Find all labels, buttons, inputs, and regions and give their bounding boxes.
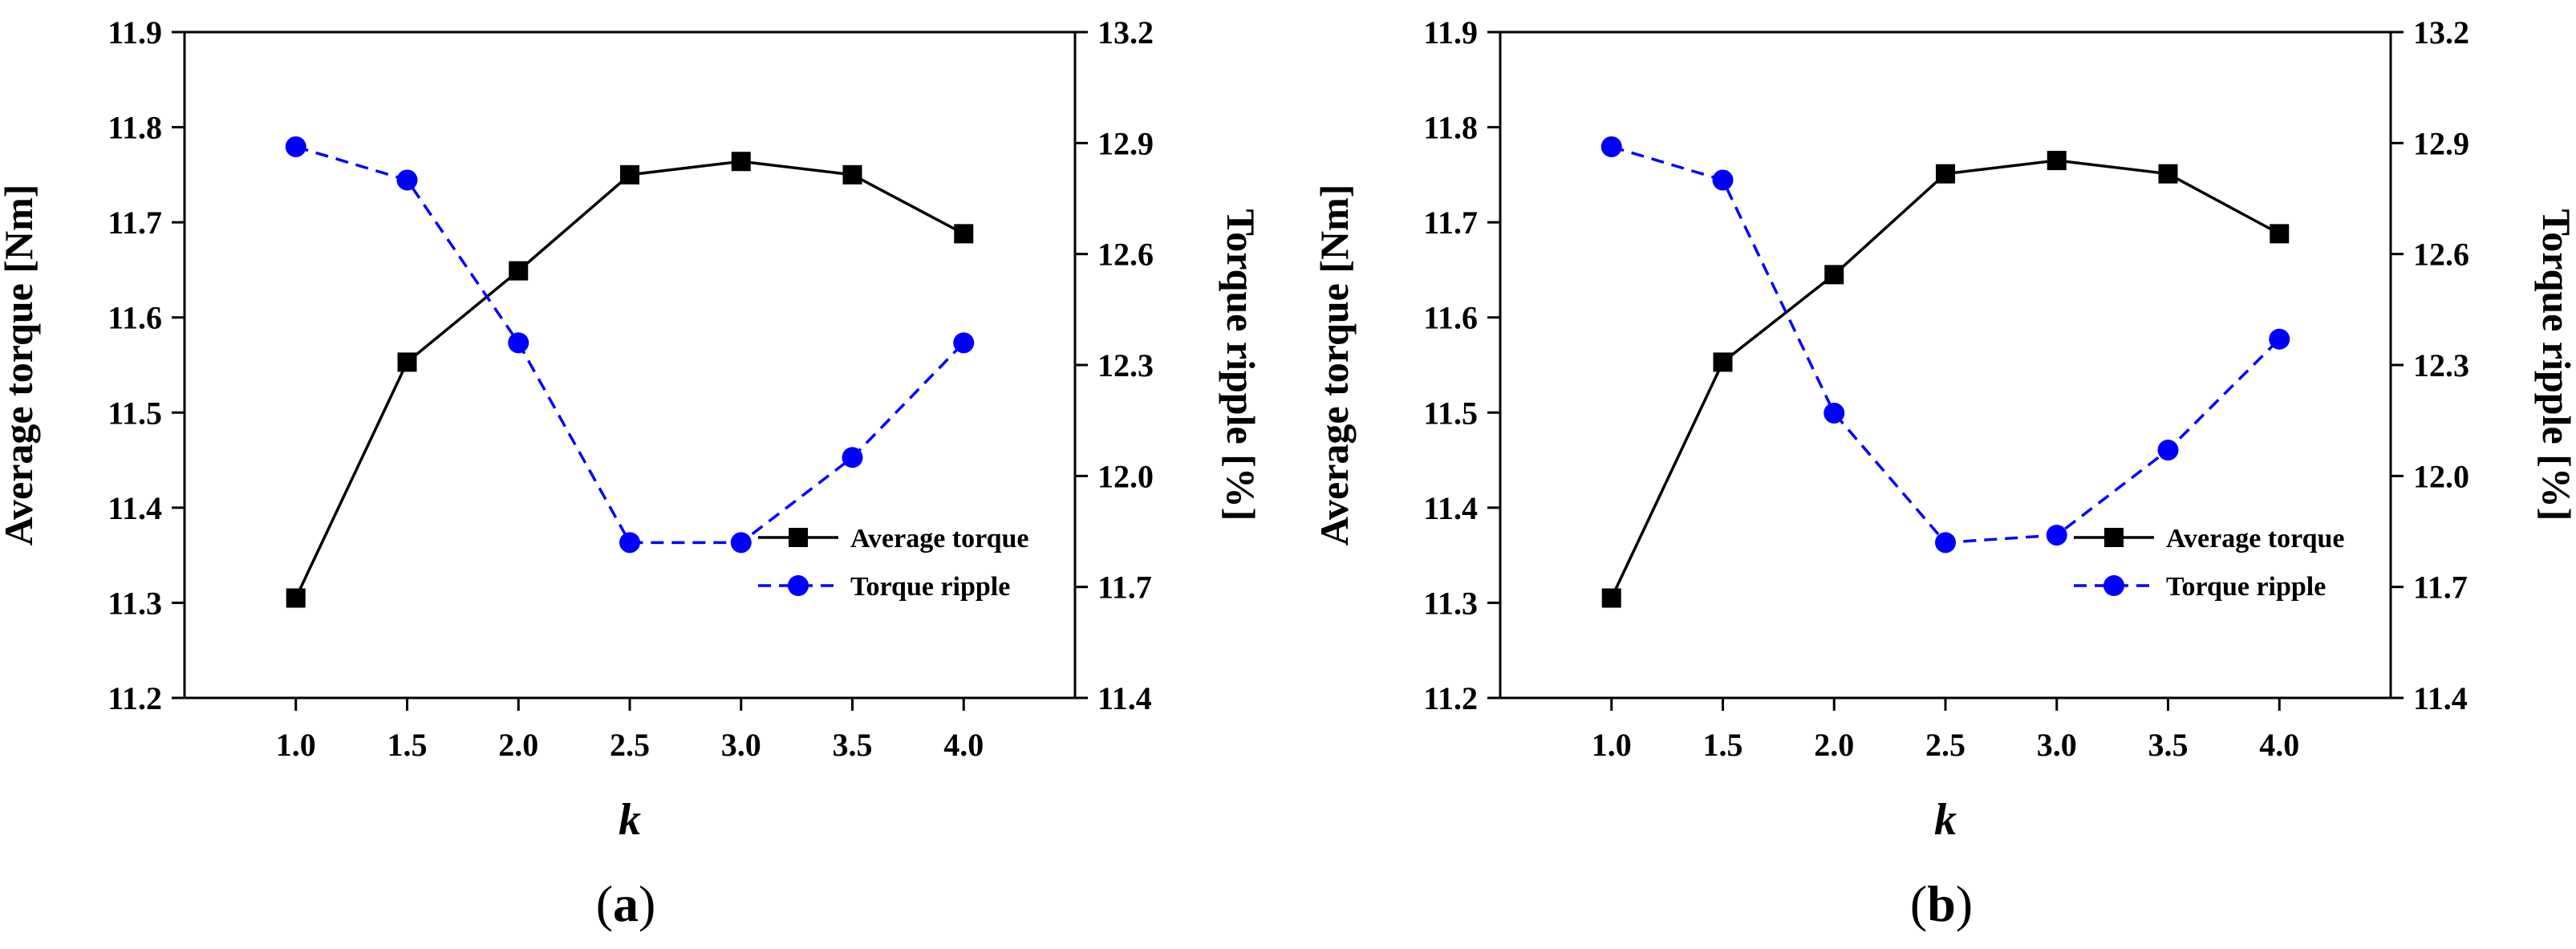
y-right-tick-label: 12.0 [1097,458,1154,494]
y-right-tick-label: 12.6 [1097,237,1154,273]
y-right-axis-label: Torque ripple [%] [1219,209,1264,521]
torque-ripple-point [1600,136,1622,157]
y-left-tick-label: 11.9 [108,14,162,51]
y-right-tick-label: 13.2 [1097,14,1154,51]
average-torque-point [286,588,306,608]
average-torque-point [2047,151,2067,171]
x-tick-label: 3.0 [2037,727,2077,763]
average-torque-point [620,164,639,185]
x-tick-label: 4.0 [2259,727,2299,763]
legend-circle-marker [2103,575,2124,596]
y-right-tick-label: 12.9 [1097,125,1154,161]
torque-ripple-point [953,332,975,354]
average-torque-point [1601,588,1621,608]
y-left-tick-label: 11.2 [1423,680,1478,716]
legend-square-marker [789,528,808,547]
panel-caption: (a) [596,875,656,932]
y-left-tick-label: 11.5 [108,395,162,431]
torque-ripple-point [508,332,529,354]
average-torque-point [509,261,529,281]
legend-square-marker [2104,528,2124,547]
y-right-tick-label: 12.3 [2413,347,2469,383]
y-right-tick-label: 12.0 [2413,458,2469,494]
chart-panel-a: 1.0 1.5 2.0 2.5 3.0 3.5 4.0 k 11.2 11.3 11.4 11.5 11… [0,14,1264,932]
y-left-tick-label: 11.5 [1423,395,1478,431]
y-left-tick-label: 11.9 [1423,14,1478,51]
y-left-tick-label: 11.4 [108,490,162,526]
y-left-tick-label: 11.7 [1423,205,1478,241]
torque-ripple-point [1712,169,1734,191]
y-left-tick-label: 11.7 [108,205,162,241]
y-left-axis-label: Average torque [Nm] [0,185,41,546]
torque-ripple-point [396,169,418,191]
average-torque-point [2158,164,2178,184]
average-torque-point [954,224,974,244]
y-right-tick-label: 11.7 [1097,570,1152,606]
x-tick-label: 1.5 [1703,727,1743,763]
y-left-tick-label: 11.6 [108,300,162,336]
y-left-tick-label: 11.3 [108,585,162,621]
legend-label: Torque ripple [2166,572,2326,602]
torque-ripple-point [1823,402,1845,424]
y-left-tick-label: 11.6 [1423,300,1478,336]
torque-ripple-point [2269,328,2290,350]
x-tick-label: 3.0 [721,727,761,763]
panel-caption: (b) [1910,875,1973,932]
average-torque-point [842,164,862,185]
y-right-tick-label: 13.2 [2413,14,2469,51]
average-torque-point [731,152,751,172]
x-tick-label: 4.0 [943,727,984,763]
x-tick-label: 2.5 [1925,727,1965,763]
average-torque-point [1824,265,1844,285]
y-right-tick-label: 11.7 [2413,570,2468,606]
y-left-tick-label: 11.2 [108,680,162,716]
y-left-axis-label: Average torque [Nm] [1312,185,1357,546]
torque-ripple-point [619,532,640,554]
torque-ripple-point [285,136,306,157]
y-left-tick-label: 11.3 [1423,585,1478,621]
y-left-tick-label: 11.4 [1423,490,1478,526]
y-left-tick-label: 11.8 [1423,110,1478,146]
y-right-tick-label: 12.3 [1097,347,1154,383]
torque-ripple-point [842,447,863,468]
legend-circle-marker [788,575,809,596]
average-torque-point [1713,352,1733,372]
legend-label: Average torque [850,524,1029,554]
average-torque-point [2270,224,2290,244]
y-right-tick-label: 12.6 [2413,237,2469,273]
y-right-axis-label: Torque ripple [%] [2534,209,2576,521]
series-line-torque-ripple [1611,145,2281,545]
y-left-tick-label: 11.8 [108,110,162,146]
chart-panel-b: 1.0 1.5 2.0 2.5 3.0 3.5 4.0 k 11.2 11.3 11.4 11.5 11… [1312,14,2576,932]
legend-label: Average torque [2166,524,2345,554]
legend-label: Torque ripple [850,572,1010,602]
average-torque-point [1936,164,1955,184]
x-tick-label: 2.0 [1814,727,1854,763]
x-tick-label: 1.5 [387,727,428,763]
x-tick-label: 3.5 [833,727,873,763]
x-tick-label: 2.5 [610,727,650,763]
y-right-tick-label: 12.9 [2413,125,2469,161]
x-tick-label: 1.0 [1592,727,1632,763]
x-axis-label: k [619,795,641,845]
x-axis-label: k [1934,795,1957,845]
torque-ripple-point [1935,532,1956,554]
torque-ripple-point [730,532,752,554]
y-right-tick-label: 11.4 [2413,680,2468,716]
x-tick-label: 2.0 [498,727,538,763]
torque-ripple-point [2157,440,2179,461]
average-torque-point [397,352,417,372]
x-tick-label: 1.0 [276,727,316,763]
torque-ripple-point [2046,525,2067,546]
y-right-tick-label: 11.4 [1097,680,1152,716]
x-tick-label: 3.5 [2148,727,2189,763]
series-line-torque-ripple [295,145,965,545]
